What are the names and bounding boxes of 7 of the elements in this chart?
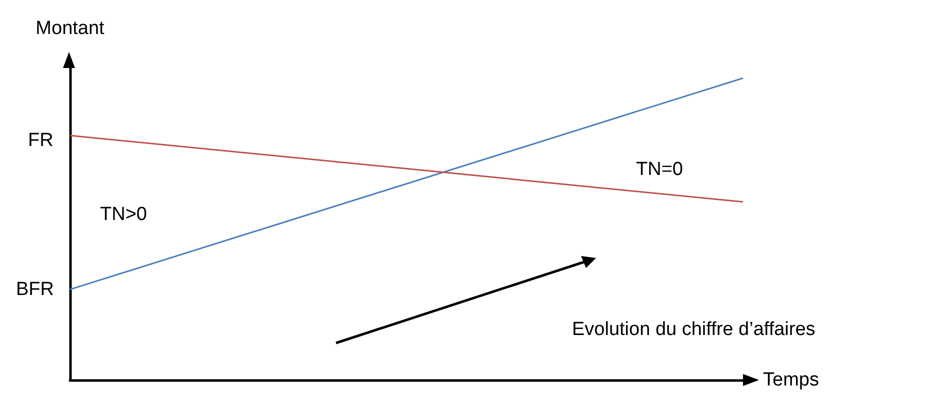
y-axis-title: Montant — [36, 18, 106, 39]
annotation: Evolution du chiffre d’affaires — [572, 319, 816, 340]
annotation: BFR — [16, 279, 54, 300]
annotation: FR — [28, 130, 54, 151]
annotation: TN>0 — [100, 204, 147, 225]
annotation: TN=0 — [636, 159, 683, 180]
x-axis-title: Temps — [763, 370, 819, 390]
